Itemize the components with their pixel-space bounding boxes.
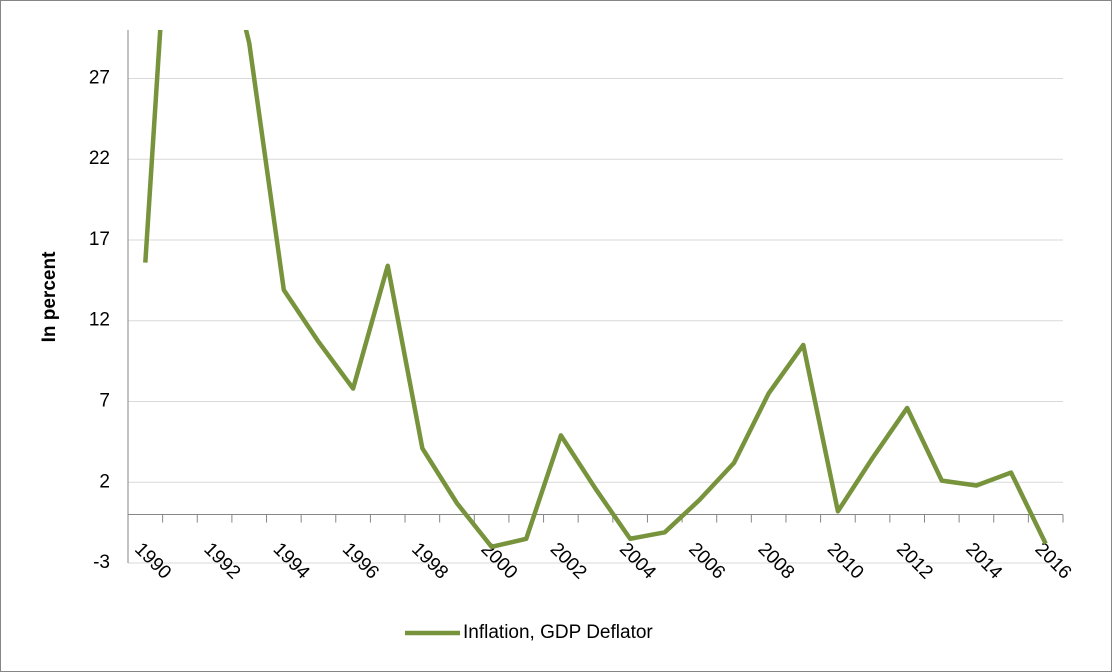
line bbox=[143, 30, 1048, 550]
y-tick-label: 17 bbox=[89, 229, 110, 250]
plot-area bbox=[143, 30, 1048, 550]
y-tick-label: 7 bbox=[99, 391, 110, 412]
legend-label: Inflation, GDP Deflator bbox=[463, 622, 653, 643]
y-tick-label: 27 bbox=[89, 67, 110, 88]
y-tick-label: 12 bbox=[89, 310, 110, 331]
y-axis-label: In percent bbox=[39, 251, 60, 342]
y-tick-label: -3 bbox=[93, 552, 110, 573]
y-tick-label: 2 bbox=[99, 471, 110, 492]
y-tick-label: 22 bbox=[89, 148, 110, 169]
